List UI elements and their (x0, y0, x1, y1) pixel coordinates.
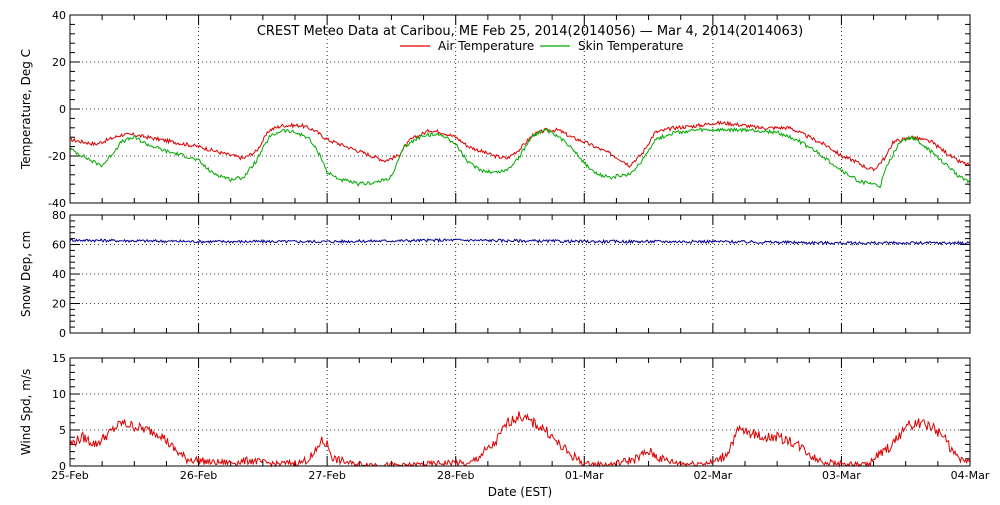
panel-frame (69, 357, 971, 467)
x-tick-label: 26-Feb (180, 469, 217, 482)
x-tick-label: 25-Feb (51, 469, 88, 482)
y-tick-label: 40 (52, 9, 66, 22)
x-axis-label: Date (EST) (488, 485, 552, 499)
legend-entry: Air Temperature (438, 39, 534, 53)
panel-frame (69, 14, 971, 204)
y-axis-label: Temperature, Deg C (19, 49, 33, 170)
x-tick-label: 02-Mar (693, 469, 732, 482)
y-tick-label: 60 (52, 239, 66, 252)
y-tick-label: 0 (59, 460, 66, 473)
y-axis-label: Snow Dep, cm (19, 231, 33, 317)
panel-frame (69, 214, 971, 334)
y-tick-label: 20 (52, 56, 66, 69)
x-tick-label: 04-Mar (951, 469, 990, 482)
air-temperature-line (69, 120, 971, 172)
snow-depth-line (69, 237, 971, 246)
y-tick-label: 15 (52, 352, 66, 365)
y-tick-label: 40 (52, 268, 66, 281)
y-axis-label: Wind Spd, m/s (19, 369, 33, 455)
y-tick-label: -20 (48, 150, 66, 163)
x-tick-label: 28-Feb (437, 469, 474, 482)
y-tick-label: 10 (52, 388, 66, 401)
wind-speed-line (69, 411, 971, 468)
legend-entry: Skin Temperature (578, 39, 683, 53)
x-tick-label: 03-Mar (822, 469, 861, 482)
chart-title: CREST Meteo Data at Caribou, ME Feb 25, … (257, 24, 803, 39)
y-tick-label: 5 (59, 424, 66, 437)
skin-temperature-line (69, 127, 971, 189)
y-tick-label: 20 (52, 298, 66, 311)
y-tick-label: 0 (59, 327, 66, 340)
x-tick-label: 27-Feb (308, 469, 345, 482)
x-tick-label: 01-Mar (565, 469, 604, 482)
y-tick-label: -40 (48, 197, 66, 210)
y-tick-label: 80 (52, 209, 66, 222)
y-tick-label: 0 (59, 103, 66, 116)
